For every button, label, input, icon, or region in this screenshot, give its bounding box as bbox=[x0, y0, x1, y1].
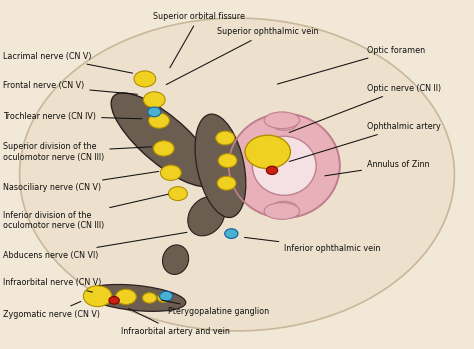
Text: Infraorbital artery and vein: Infraorbital artery and vein bbox=[121, 309, 230, 336]
Circle shape bbox=[143, 293, 156, 303]
Circle shape bbox=[266, 166, 278, 174]
Text: Nasociliary nerve (CN V): Nasociliary nerve (CN V) bbox=[3, 171, 159, 192]
Text: Infraorbital nerve (CN V): Infraorbital nerve (CN V) bbox=[3, 279, 101, 292]
Ellipse shape bbox=[229, 114, 340, 218]
Text: Pterygopalatine ganglion: Pterygopalatine ganglion bbox=[162, 300, 270, 316]
Circle shape bbox=[134, 71, 156, 87]
Ellipse shape bbox=[163, 245, 189, 274]
Circle shape bbox=[83, 286, 112, 306]
Ellipse shape bbox=[264, 112, 300, 129]
Text: Trochlear nerve (CN IV): Trochlear nerve (CN IV) bbox=[3, 112, 142, 121]
Circle shape bbox=[109, 297, 119, 304]
Text: Superior orbital fissure: Superior orbital fissure bbox=[153, 12, 245, 68]
Ellipse shape bbox=[252, 136, 316, 195]
Circle shape bbox=[218, 154, 237, 168]
Ellipse shape bbox=[271, 116, 297, 131]
Text: Optic foramen: Optic foramen bbox=[277, 46, 425, 84]
Text: Lacrimal nerve (CN V): Lacrimal nerve (CN V) bbox=[3, 52, 133, 73]
Text: Inferior ophthalmic vein: Inferior ophthalmic vein bbox=[245, 237, 381, 253]
Circle shape bbox=[168, 187, 187, 201]
Ellipse shape bbox=[111, 93, 216, 187]
Text: Abducens nerve (CN VI): Abducens nerve (CN VI) bbox=[3, 232, 187, 260]
Text: Superior division of the
oculomotor nerve (CN III): Superior division of the oculomotor nerv… bbox=[3, 142, 152, 162]
Text: Frontal nerve (CN V): Frontal nerve (CN V) bbox=[3, 81, 137, 94]
Ellipse shape bbox=[188, 196, 225, 236]
Ellipse shape bbox=[195, 114, 246, 217]
Circle shape bbox=[149, 113, 169, 128]
Text: Optic nerve (CN II): Optic nerve (CN II) bbox=[289, 84, 441, 133]
Circle shape bbox=[144, 92, 165, 108]
Circle shape bbox=[154, 141, 174, 156]
Ellipse shape bbox=[264, 203, 300, 219]
Circle shape bbox=[245, 135, 291, 169]
Circle shape bbox=[159, 291, 173, 301]
Circle shape bbox=[225, 229, 238, 238]
Circle shape bbox=[160, 165, 181, 180]
Circle shape bbox=[116, 289, 137, 305]
Text: Ophthalmic artery: Ophthalmic artery bbox=[289, 122, 441, 162]
Circle shape bbox=[217, 176, 236, 190]
Text: Inferior division of the
oculomotor nerve (CN III): Inferior division of the oculomotor nerv… bbox=[3, 194, 168, 230]
Circle shape bbox=[148, 107, 161, 117]
Text: Annulus of Zinn: Annulus of Zinn bbox=[325, 160, 429, 176]
Text: Zygomatic nerve (CN V): Zygomatic nerve (CN V) bbox=[3, 302, 100, 319]
Circle shape bbox=[157, 294, 170, 303]
Ellipse shape bbox=[85, 284, 186, 311]
Ellipse shape bbox=[19, 18, 455, 331]
Circle shape bbox=[216, 131, 235, 145]
Ellipse shape bbox=[271, 201, 297, 216]
Text: Superior ophthalmic vein: Superior ophthalmic vein bbox=[166, 28, 319, 84]
